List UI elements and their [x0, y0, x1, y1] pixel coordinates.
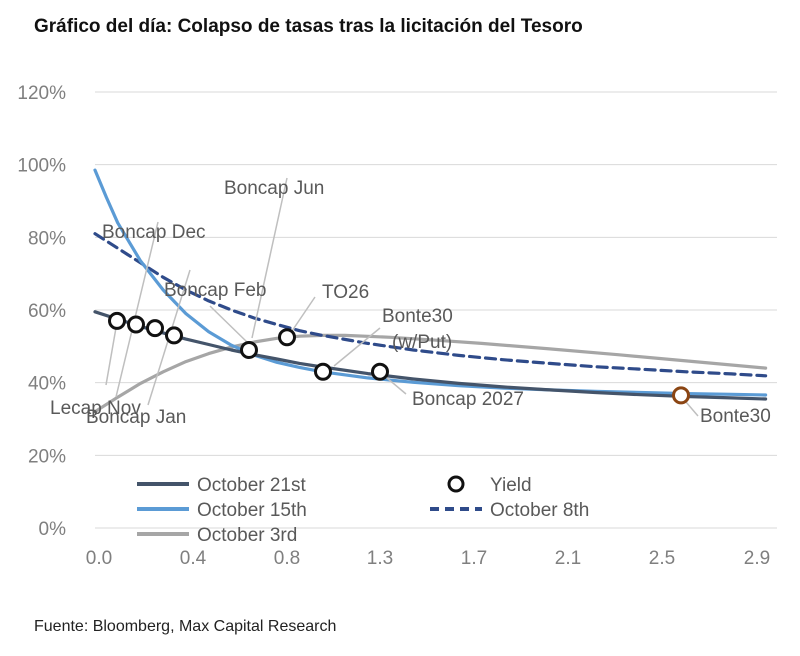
- yield-point: [371, 362, 389, 381]
- annotation-boncap-dec: Boncap Dec: [102, 222, 206, 243]
- x-tick-label: 0.4: [180, 548, 207, 569]
- legend-label-october-3rd: October 3rd: [197, 525, 297, 546]
- series-october-15th: [93, 168, 768, 397]
- annotation-boncap-jun: Boncap Jun: [224, 178, 324, 199]
- yield-point: [127, 315, 145, 334]
- leader-line: [251, 177, 288, 339]
- x-tick-label: 1.3: [367, 548, 393, 569]
- annotation-bonte30: Bonte30: [700, 406, 771, 427]
- y-tick-label: 80%: [28, 228, 66, 249]
- leader-line: [115, 221, 159, 398]
- y-tick-label: 40%: [28, 374, 66, 395]
- annotation-boncap-jan: Boncap Jan: [86, 407, 186, 428]
- leader-line: [105, 321, 118, 386]
- legend-label-october-8th: October 8th: [490, 500, 589, 521]
- yield-point: [314, 362, 332, 381]
- annotation-boncap-2027: Boncap 2027: [412, 389, 524, 410]
- x-tick-label: 2.5: [649, 548, 675, 569]
- legend-marker-yield: [447, 475, 465, 493]
- yield-point: [146, 319, 164, 338]
- y-tick-label: 60%: [28, 301, 66, 322]
- y-tick-label: 0%: [39, 519, 67, 540]
- leader-line: [333, 327, 381, 367]
- x-tick-label: 0.8: [274, 548, 300, 569]
- annotation-lecap-nov: Lecap Nov: [50, 398, 141, 419]
- yield-point: [165, 326, 183, 345]
- annotation-bonte30-put-line2: (w/Put): [392, 332, 452, 353]
- leader-line: [209, 305, 249, 344]
- x-tick-label: 0.0: [86, 548, 112, 569]
- y-tick-label: 100%: [17, 156, 66, 177]
- annotation-boncap-feb: Boncap Feb: [164, 280, 266, 301]
- y-tick-label: 120%: [17, 83, 66, 104]
- yield-point: [672, 386, 690, 405]
- source-note: Fuente: Bloomberg, Max Capital Research: [34, 618, 337, 635]
- leader-line: [291, 296, 316, 332]
- leader-line: [386, 377, 407, 395]
- annotation-bonte30-put-line1: Bonte30: [382, 306, 453, 327]
- y-tick-label: 20%: [28, 446, 66, 467]
- yield-point: [278, 328, 296, 347]
- x-tick-label: 1.7: [461, 548, 487, 569]
- series-october-8th: [93, 232, 768, 378]
- chart-title: Gráfico del día: Colapso de tasas tras l…: [34, 16, 583, 37]
- legend-label-october-21st: October 21st: [197, 475, 306, 496]
- series-october-3rd: [93, 333, 768, 414]
- annotation-to26: TO26: [322, 282, 369, 303]
- yield-point: [108, 311, 126, 330]
- legend-label-yield: Yield: [490, 475, 532, 496]
- yield-point: [240, 340, 258, 359]
- x-tick-label: 2.9: [744, 548, 770, 569]
- x-tick-label: 2.1: [555, 548, 581, 569]
- leader-line: [685, 401, 699, 417]
- legend-label-october-15th: October 15th: [197, 500, 307, 521]
